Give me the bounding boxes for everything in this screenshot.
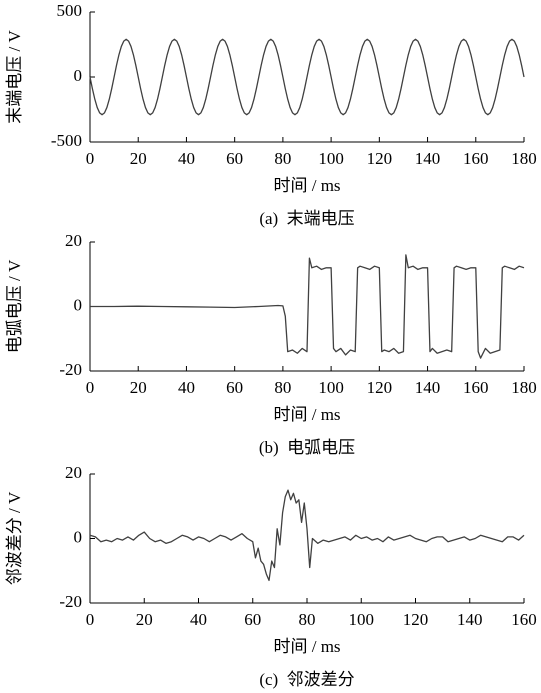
- x-tick-label: 160: [463, 149, 489, 168]
- data-line: [89, 38, 525, 116]
- x-tick-label: 40: [190, 610, 207, 629]
- x-tick-label: 160: [463, 378, 489, 397]
- x-tick-label: 100: [349, 610, 375, 629]
- x-tick-label: 80: [274, 378, 291, 397]
- y-tick-label: -500: [51, 131, 82, 150]
- x-axis-label: 时间 / ms: [273, 637, 340, 656]
- x-tick-label: 0: [86, 378, 95, 397]
- x-tick-label: 20: [130, 378, 147, 397]
- x-axis-label: 时间 / ms: [273, 176, 340, 195]
- caption: (c) 邻波差分: [259, 670, 354, 689]
- x-tick-label: 140: [415, 378, 441, 397]
- data-line: [90, 254, 525, 359]
- y-tick-label: -20: [59, 592, 82, 611]
- x-tick-label: 80: [299, 610, 316, 629]
- x-tick-label: 140: [457, 610, 483, 629]
- x-tick-label: 100: [318, 378, 344, 397]
- x-axis-label: 时间 / ms: [273, 405, 340, 424]
- data-line: [89, 489, 525, 582]
- x-tick-label: 180: [511, 149, 537, 168]
- y-tick-label: 500: [57, 1, 83, 20]
- y-tick-label: 0: [74, 66, 83, 85]
- x-tick-label: 80: [274, 149, 291, 168]
- y-tick-label: -20: [59, 360, 82, 379]
- x-tick-label: 60: [226, 378, 243, 397]
- y-tick-label: 0: [74, 527, 83, 546]
- x-tick-label: 140: [415, 149, 441, 168]
- x-tick-label: 0: [86, 149, 95, 168]
- x-tick-label: 60: [244, 610, 261, 629]
- y-axis-label: 末端电压 / V: [5, 30, 24, 124]
- x-tick-label: 100: [318, 149, 344, 168]
- x-tick-label: 0: [86, 610, 95, 629]
- x-tick-label: 120: [367, 149, 393, 168]
- x-tick-label: 120: [367, 378, 393, 397]
- x-tick-label: 40: [178, 149, 195, 168]
- y-axis-label: 电弧电压 / V: [5, 259, 24, 353]
- y-tick-label: 0: [74, 295, 83, 314]
- caption: (b) 电弧电压: [259, 438, 355, 457]
- caption: (a) 末端电压: [259, 209, 354, 228]
- y-tick-label: 20: [65, 463, 82, 482]
- x-tick-label: 20: [136, 610, 153, 629]
- x-tick-label: 160: [511, 610, 537, 629]
- x-tick-label: 180: [511, 378, 537, 397]
- x-tick-label: 20: [130, 149, 147, 168]
- y-axis-label: 邻波差分 / V: [5, 491, 24, 585]
- x-tick-label: 120: [403, 610, 429, 629]
- x-tick-label: 40: [178, 378, 195, 397]
- x-tick-label: 60: [226, 149, 243, 168]
- y-tick-label: 20: [65, 231, 82, 250]
